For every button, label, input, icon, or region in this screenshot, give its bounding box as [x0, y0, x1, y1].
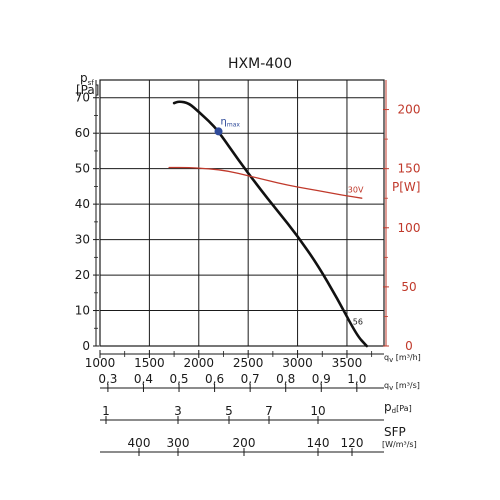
- y-left-tick-label: 50: [75, 162, 90, 176]
- y-left-tick-label: 30: [75, 233, 90, 247]
- series-line-pressure: [172, 100, 368, 348]
- x-axis-unit-sub: v: [389, 384, 393, 392]
- y-right-tick-label: 100: [398, 221, 421, 235]
- x-tick-label: 200: [233, 436, 256, 450]
- x-tick-label: 3: [174, 404, 182, 418]
- x-tick-label: 10: [310, 404, 325, 418]
- x-tick-label: 120: [341, 436, 364, 450]
- y-left-title: psf [Pa]: [76, 71, 99, 97]
- x-tick-label: 0,9: [312, 372, 331, 386]
- y-left-unit: [Pa]: [76, 83, 99, 97]
- x-tick-label: 0,4: [134, 372, 153, 386]
- x-tick-label: 2500: [233, 356, 264, 370]
- x-axis-unit-rest: [m³/h]: [393, 353, 421, 362]
- x-tick-label: 0,6: [205, 372, 224, 386]
- x-tick-label: 3000: [282, 356, 313, 370]
- x-axis-unit-rest: [m³/s]: [393, 381, 420, 390]
- y-left-tick-label: 0: [82, 339, 90, 353]
- x-axis-unit-sub: v: [389, 356, 393, 364]
- x-axis-unit: SFP: [384, 425, 406, 439]
- y-left-tick-label: 20: [75, 268, 90, 282]
- y-left-symbol: p: [80, 71, 88, 85]
- x-axis-unit-sub: d: [392, 407, 396, 415]
- curve-end-label: 56: [353, 318, 363, 327]
- grid: [99, 79, 385, 347]
- svg-text:psf: psf: [80, 71, 94, 87]
- y-right-tick-label: 50: [401, 280, 416, 294]
- x-tick-label: 0,8: [276, 372, 295, 386]
- x-tick-label: 7: [265, 404, 273, 418]
- x-axis-unit-symbol: q: [384, 353, 389, 362]
- x-tick-label: 1000: [85, 356, 116, 370]
- chart-title: HXM-400: [228, 56, 292, 72]
- y-left-ticks: 0 10 20 30 40 50 60 70: [75, 80, 99, 353]
- series-layer: [168, 100, 368, 348]
- x-axis-unit: qv [m³/s]: [384, 381, 420, 392]
- eta-max-marker: [214, 127, 223, 136]
- x-tick-label: 1500: [134, 356, 165, 370]
- annotations: ηmax 30V 56: [214, 116, 364, 327]
- x-axis-unit-rest: [Pa]: [396, 404, 412, 413]
- x-axis-unit: pd[Pa]: [384, 400, 412, 415]
- x-tick-label: 3500: [332, 356, 363, 370]
- x-tick-label: 0,7: [241, 372, 260, 386]
- y-right-tick-label: 150: [398, 162, 421, 176]
- x-axis-unit-symbol: q: [384, 381, 389, 390]
- x-axes: 1000 1500 2000 2500 3000 3500 0,3 0,4 0,5 0,6 0,7 0…: [85, 350, 421, 456]
- y-left-tick-label: 40: [75, 197, 90, 211]
- x-axis-unit-line2: [W/m³/s]: [382, 440, 417, 449]
- eta-sub: max: [227, 121, 241, 128]
- y-left-tick-label: 60: [75, 126, 90, 140]
- y-right-tick-label: 200: [398, 103, 421, 117]
- x-axis-unit-symbol: p: [384, 400, 392, 414]
- y-left-tick-label: 70: [75, 91, 90, 105]
- x-tick-label: 1: [102, 404, 110, 418]
- y-left-sub: sf: [88, 79, 95, 87]
- y-right-title: P[W]: [392, 180, 420, 194]
- x-tick-label: 300: [167, 436, 190, 450]
- x-tick-label: 0,5: [169, 372, 188, 386]
- x-axis-unit: qv [m³/h]: [384, 353, 421, 364]
- plot-frame: [99, 79, 385, 347]
- x-tick-label: 400: [128, 436, 151, 450]
- x-tick-label: 2000: [184, 356, 215, 370]
- x-tick-label: 140: [307, 436, 330, 450]
- voltage-label: 30V: [348, 186, 364, 195]
- eta-symbol: η: [221, 116, 227, 127]
- series-line-power: [168, 166, 363, 199]
- x-tick-label: 0,3: [98, 372, 117, 386]
- eta-max-label: ηmax: [221, 116, 241, 128]
- y-left-tick-label: 10: [75, 304, 90, 318]
- x-tick-label: 1,0: [347, 372, 366, 386]
- x-tick-label: 5: [225, 404, 233, 418]
- y-right-ticks: 0 50 100 150 200: [383, 80, 420, 353]
- y-right-tick-label: 0: [405, 339, 413, 353]
